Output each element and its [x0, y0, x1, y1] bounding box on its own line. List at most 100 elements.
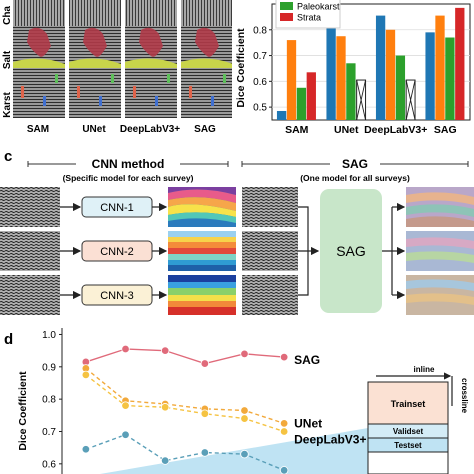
sag-model-label: SAG	[336, 243, 366, 259]
line-point	[200, 409, 210, 418]
cnn-input-seismic-1	[0, 187, 60, 227]
bar	[286, 40, 297, 120]
bar-xtick-label: SAG	[434, 124, 457, 136]
bar-missing-cross	[356, 79, 366, 121]
line-point	[240, 449, 249, 459]
line-ytick-label: 0.7	[42, 427, 56, 438]
line-point	[240, 414, 249, 423]
karst-mask-c-3	[223, 74, 226, 83]
channel-tile-0	[13, 0, 65, 26]
bar	[375, 15, 386, 121]
karst-mask-2	[133, 86, 136, 98]
panel-d-line-chart: d inline crossline Trainset Validset Tes…	[0, 320, 474, 474]
cnn-3-box: CNN-3	[81, 284, 153, 306]
line-ytick-label: 0.8	[42, 395, 56, 406]
karst-mask-0	[21, 86, 24, 98]
column-label-deeplab: DeepLabV3+	[120, 124, 180, 135]
sag-subtitle: (One model for all surveys)	[300, 173, 410, 183]
column-label-sag: SAG	[194, 124, 216, 135]
cnn-method-title: CNN method	[92, 157, 165, 171]
line-series-label: UNet	[294, 416, 322, 430]
panel-c: c CNN method (Specific model for each su…	[0, 145, 474, 320]
channel-tile-2	[125, 0, 177, 26]
bar	[326, 20, 336, 121]
karst-mask-b-2	[155, 96, 158, 106]
karst-mask-3	[189, 86, 192, 98]
line-series	[85, 367, 285, 425]
sag-input-seismic-3	[242, 275, 298, 315]
line-point	[200, 359, 210, 368]
line-point	[160, 403, 170, 412]
line-point	[160, 456, 170, 465]
karst-mask-c-2	[167, 74, 170, 83]
column-label-sam: SAM	[27, 124, 49, 135]
karst-mask-b-0	[43, 96, 46, 106]
trainset-label: Trainset	[391, 399, 426, 409]
bar-ytick-label: 0.5	[253, 103, 267, 114]
line-point	[160, 346, 170, 355]
salt-mask-1	[83, 27, 107, 57]
karst-mask-b-3	[211, 96, 214, 106]
bar-ylabel: Dice Coefficient	[235, 28, 247, 108]
testset-label: Testset	[394, 441, 422, 450]
bar	[346, 63, 356, 120]
bar	[445, 37, 455, 121]
bar-xtick-label: SAM	[285, 124, 309, 136]
bar-xtick-label: UNet	[334, 124, 359, 136]
line-point	[279, 352, 289, 362]
line-ytick-label: 0.6	[42, 459, 56, 470]
channel-tile-3	[181, 0, 232, 26]
cnn-input-seismic-3	[0, 275, 60, 315]
karst-mask-c-0	[55, 74, 58, 83]
panel-a-row-labels: Cha Salt Karst	[2, 6, 13, 118]
line-series	[85, 348, 285, 365]
bar	[425, 32, 435, 120]
panel-a: Cha Salt Karst SAM UNet DeepLabV3+ SAG	[0, 0, 232, 150]
line-point	[279, 427, 289, 436]
cnn-method-header: CNN method (Specific model for each surv…	[27, 157, 229, 183]
panel-d-label: d	[4, 331, 13, 348]
row-label-karst: Karst	[2, 92, 13, 118]
line-point	[121, 401, 130, 410]
row-label-salt: Salt	[2, 50, 13, 69]
line-point	[240, 406, 249, 415]
cnn-output-3	[168, 275, 236, 315]
bar-legend-label: Strata	[297, 13, 321, 23]
line-point	[121, 430, 130, 439]
panel-a-column-labels: SAM UNet DeepLabV3+ SAG	[27, 124, 216, 135]
bar-legend-swatch	[280, 2, 293, 10]
sag-title: SAG	[342, 157, 368, 171]
cnn-workflow: CNN-1 CNN-2 CNN-3	[0, 187, 236, 315]
line-series-label: DeepLabV3+	[294, 432, 366, 446]
salt-mask-3	[195, 27, 219, 57]
salt-mask-2	[139, 27, 163, 57]
salt-mask-0	[27, 27, 51, 57]
column-label-unet: UNet	[82, 124, 106, 135]
line-ytick-label: 1.0	[42, 330, 56, 341]
bar	[296, 87, 307, 120]
salt-base-3	[181, 58, 232, 68]
line-point	[200, 448, 210, 457]
sag-input-seismic-1	[242, 187, 298, 227]
line-point	[240, 349, 249, 359]
bar-ytick-label: 0.6	[253, 77, 267, 88]
karst-mask-b-1	[99, 96, 102, 106]
line-point	[81, 445, 91, 454]
line-point	[121, 344, 130, 354]
sag-header: SAG (One model for all surveys)	[241, 157, 469, 183]
cnn-1-label: CNN-1	[100, 202, 134, 214]
crossline-label: crossline	[460, 378, 469, 414]
line-series	[85, 374, 285, 433]
bar-xtick-label: DeepLabV3+	[364, 124, 427, 136]
bar	[385, 29, 396, 120]
cnn-3-label: CNN-3	[100, 290, 134, 302]
sag-output-1	[406, 187, 474, 227]
sag-output-3	[406, 275, 474, 315]
karst-mask-c-1	[111, 74, 114, 83]
panel-c-label: c	[4, 148, 12, 165]
bar-legend-label: Paleokarst	[297, 2, 340, 12]
validset-label: Validset	[393, 427, 424, 436]
bar-ytick-label: 0.7	[253, 51, 267, 62]
bar	[435, 15, 445, 121]
